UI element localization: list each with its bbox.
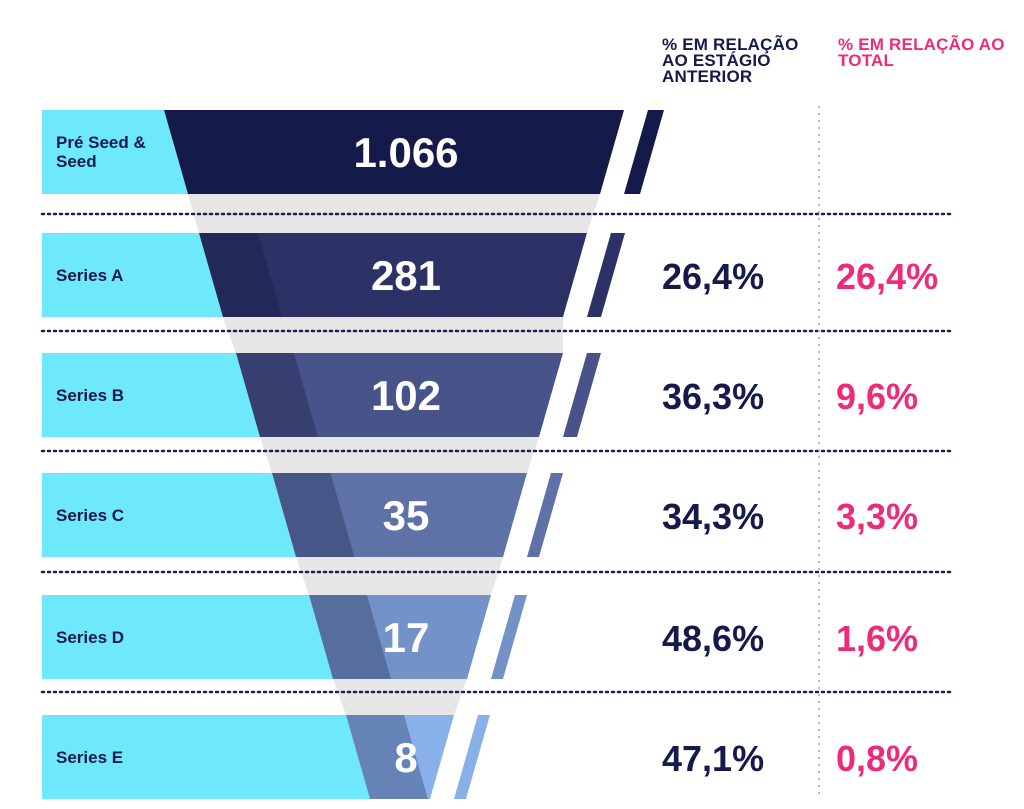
stage-value: 35 [383, 492, 430, 539]
stage-stripe [624, 110, 664, 194]
pct-total-value: 1,6% [836, 618, 918, 659]
stage-bar [346, 715, 454, 799]
connector-shadow [260, 437, 539, 473]
stage-bar [199, 233, 587, 317]
stage-stripe [527, 473, 563, 557]
pct-total-value: 9,6% [836, 376, 918, 417]
stage-bar-inner-band [236, 353, 318, 437]
pct-previous-value: 26,4% [662, 256, 764, 297]
stage-label: Series C [56, 506, 124, 525]
pct-previous-value: 34,3% [662, 496, 764, 537]
connector-shadow [223, 317, 563, 353]
stage-label-box [42, 233, 223, 317]
pct-previous-value: 36,3% [662, 376, 764, 417]
stage-bar-inner-band [272, 473, 355, 557]
stage-label-box [42, 473, 296, 557]
stage-label: Series B [56, 386, 124, 405]
stage-stripe [491, 595, 527, 679]
header-pct-total: % EM RELAÇÃO AO TOTAL [838, 35, 1005, 70]
connector-shadow [333, 679, 467, 715]
stage-label: Pré Seed & Seed [56, 133, 146, 171]
stage-label-box [42, 715, 370, 799]
stage-value: 17 [383, 614, 430, 661]
stage-label-box [42, 110, 188, 194]
stage-bar [272, 473, 527, 557]
pct-total-value: 3,3% [836, 496, 918, 537]
pct-total-value: 26,4% [836, 256, 938, 297]
stage-label: Series D [56, 628, 124, 647]
stage-stripe [454, 715, 490, 799]
stage-value: 8 [394, 734, 417, 781]
stage-bar-inner-band [346, 715, 428, 799]
connector-shadow [296, 557, 503, 595]
pct-previous-value: 48,6% [662, 618, 764, 659]
stage-label-box [42, 595, 333, 679]
stage-bar [236, 353, 563, 437]
stage-value: 1.066 [353, 129, 458, 176]
stage-stripe [587, 233, 625, 317]
stage-label-box [42, 353, 260, 437]
stage-bar [309, 595, 491, 679]
stage-bar-inner-band [199, 233, 283, 317]
pct-previous-value: 47,1% [662, 738, 764, 779]
stage-bar-inner-band [309, 595, 391, 679]
stage-value: 102 [371, 372, 441, 419]
connector-shadow [188, 194, 600, 233]
stage-label: Series E [56, 748, 123, 767]
stage-value: 281 [371, 252, 441, 299]
stage-bar [164, 110, 624, 194]
stage-label: Series A [56, 266, 123, 285]
stage-stripe [563, 353, 601, 437]
header-pct-previous: % EM RELAÇÃO AO ESTÁGIO ANTERIOR [662, 35, 799, 86]
pct-total-value: 0,8% [836, 738, 918, 779]
